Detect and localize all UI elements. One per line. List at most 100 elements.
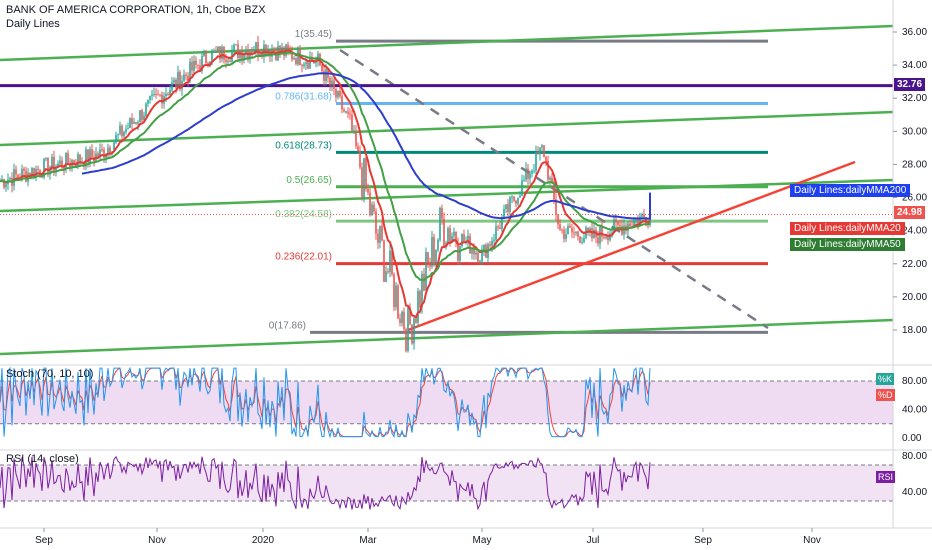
candle-body bbox=[569, 225, 571, 228]
candle-body bbox=[619, 224, 621, 226]
candle-body bbox=[229, 60, 231, 62]
candle-body bbox=[221, 46, 223, 59]
candle-body bbox=[477, 252, 479, 262]
candle-body bbox=[125, 128, 127, 133]
candle-body bbox=[55, 166, 57, 172]
candle-body bbox=[265, 44, 267, 56]
candle-body bbox=[21, 168, 23, 180]
price-tick-label-3: 30.00 bbox=[902, 126, 927, 137]
candle-body bbox=[347, 111, 349, 114]
candle-body bbox=[3, 179, 5, 188]
candle-body bbox=[177, 72, 179, 88]
bottom-channel-line bbox=[0, 318, 894, 356]
candle-body bbox=[383, 240, 385, 282]
candle-body bbox=[433, 237, 435, 266]
candle-body bbox=[639, 216, 641, 225]
candle-body bbox=[623, 225, 625, 235]
rsi-line bbox=[0, 455, 651, 511]
candle-body bbox=[515, 200, 517, 204]
candle-body bbox=[447, 228, 449, 244]
candle-body bbox=[129, 118, 131, 129]
candle-body bbox=[535, 151, 537, 171]
candle-body bbox=[435, 249, 437, 266]
candle-body bbox=[471, 249, 473, 254]
candle-body bbox=[473, 249, 475, 255]
candle-body bbox=[483, 244, 485, 251]
candle-body bbox=[337, 90, 339, 98]
candle-body bbox=[479, 261, 481, 263]
candle-body bbox=[413, 318, 415, 344]
candle-body bbox=[15, 169, 17, 175]
fib-level-label-6: 0(17.86) bbox=[269, 320, 306, 331]
candle-body bbox=[67, 152, 69, 164]
candle-body bbox=[273, 49, 275, 52]
candle-body bbox=[629, 223, 631, 227]
candle-body bbox=[577, 231, 579, 237]
candle-body bbox=[429, 262, 431, 267]
candle-body bbox=[143, 115, 145, 121]
candle-body bbox=[103, 149, 105, 158]
candle-body bbox=[137, 122, 139, 124]
candle-body bbox=[411, 324, 413, 344]
candle-body bbox=[613, 219, 615, 233]
candle-body bbox=[233, 44, 235, 52]
candle-body bbox=[223, 46, 225, 60]
time-axis: Sep Nov 2020 Mar May Jul Sep Nov bbox=[35, 528, 821, 546]
stoch-k-line bbox=[0, 366, 651, 439]
lower-channel-line bbox=[0, 178, 894, 213]
candle-body bbox=[417, 291, 419, 323]
candle-body bbox=[565, 234, 567, 239]
candle-body bbox=[185, 74, 187, 76]
candle-body bbox=[153, 94, 155, 96]
candle-body bbox=[563, 229, 565, 239]
candle-body bbox=[579, 236, 581, 243]
price-tick-label-2: 32.00 bbox=[902, 93, 927, 104]
level-price-badge: 32.76 bbox=[894, 78, 926, 91]
candle-body bbox=[79, 154, 81, 163]
candle-body bbox=[297, 48, 299, 65]
grid-lines bbox=[0, 364, 932, 529]
candle-body bbox=[193, 60, 195, 71]
candle-body bbox=[195, 60, 197, 65]
candle-body bbox=[27, 172, 29, 182]
candle-body bbox=[259, 54, 261, 56]
candle-body bbox=[509, 197, 511, 212]
time-tick-label-1: Nov bbox=[148, 535, 166, 546]
upper-channel-line bbox=[0, 24, 894, 62]
candle-body bbox=[9, 177, 11, 180]
candle-body bbox=[323, 71, 325, 81]
candle-body bbox=[213, 50, 215, 52]
stoch-tick-label-0: 80.00 bbox=[902, 376, 927, 387]
candle-body bbox=[523, 179, 525, 181]
candle-body bbox=[113, 142, 115, 152]
candle-body bbox=[401, 311, 403, 324]
candle-body bbox=[611, 232, 613, 234]
candle-body bbox=[545, 157, 547, 161]
candle-body bbox=[385, 271, 387, 282]
candle-body bbox=[589, 228, 591, 232]
stoch-tick-label-2: 0.00 bbox=[902, 433, 922, 444]
candle-body bbox=[191, 61, 193, 71]
rsi-band bbox=[0, 465, 893, 501]
oscillator-bands bbox=[0, 380, 893, 502]
candle-body bbox=[505, 204, 507, 210]
candle-body bbox=[493, 239, 495, 241]
candle-body bbox=[525, 168, 527, 180]
candle-body bbox=[449, 228, 451, 243]
candle-body bbox=[513, 196, 515, 201]
candle-body bbox=[73, 160, 75, 165]
candle-body bbox=[443, 218, 445, 247]
candle-body bbox=[643, 214, 645, 218]
candle-body bbox=[65, 152, 67, 170]
candle-body bbox=[107, 147, 109, 155]
candle-body bbox=[423, 273, 425, 291]
stoch-d-tag: %D bbox=[876, 389, 895, 401]
trend-lines bbox=[0, 24, 894, 356]
candle-body bbox=[235, 44, 237, 46]
candle-body bbox=[279, 45, 281, 53]
candle-body bbox=[369, 192, 371, 215]
rsi-tag: RSI bbox=[876, 471, 896, 483]
candle-body bbox=[451, 235, 453, 243]
candle-body bbox=[203, 52, 205, 56]
